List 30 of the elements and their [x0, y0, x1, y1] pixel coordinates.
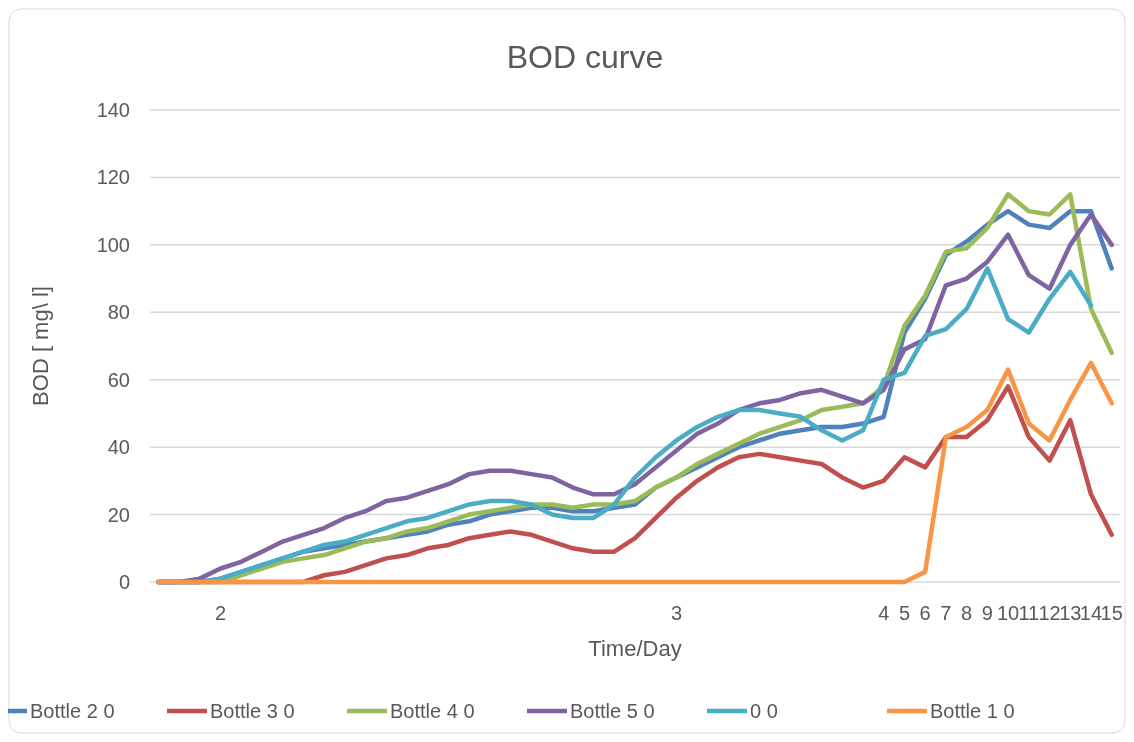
x-tick-label: 9	[981, 602, 993, 624]
legend-label: Bottle 4 0	[390, 700, 475, 722]
x-tick-label: 15	[1100, 602, 1123, 624]
legend-label: 0 0	[750, 700, 778, 722]
chart-title: BOD curve	[506, 39, 664, 75]
y-axis-title: BOD [ mg\ l]	[28, 286, 53, 406]
legend-label: Bottle 5 0	[570, 700, 655, 722]
y-tick-label: 140	[96, 99, 130, 121]
legend-label: Bottle 2 0	[30, 700, 115, 722]
y-tick-label: 100	[96, 233, 130, 256]
y-tick-label: 40	[107, 436, 130, 459]
y-tick-label: 80	[107, 301, 130, 324]
x-tick-label: 6	[919, 602, 931, 624]
x-tick-label: 12	[1038, 602, 1061, 624]
legend-label: Bottle 1 0	[930, 700, 1015, 722]
y-tick-label: 60	[107, 368, 130, 391]
x-tick-label: 10	[996, 602, 1020, 624]
x-tick-label: 11	[1018, 602, 1040, 624]
legend-label: Bottle 3 0	[210, 700, 295, 722]
x-tick-label: 8	[961, 602, 973, 624]
x-tick-label: 2	[214, 602, 227, 624]
x-tick-label: 7	[940, 602, 952, 624]
y-tick-label: 120	[96, 166, 130, 189]
x-axis-title: Time/Day	[588, 636, 682, 661]
x-tick-label: 5	[898, 602, 911, 624]
y-tick-label: 0	[118, 571, 130, 593]
x-tick-label: 3	[670, 602, 683, 624]
x-tick-label: 4	[878, 602, 890, 624]
x-tick-label: 13	[1059, 602, 1082, 624]
y-tick-label: 20	[107, 503, 130, 526]
